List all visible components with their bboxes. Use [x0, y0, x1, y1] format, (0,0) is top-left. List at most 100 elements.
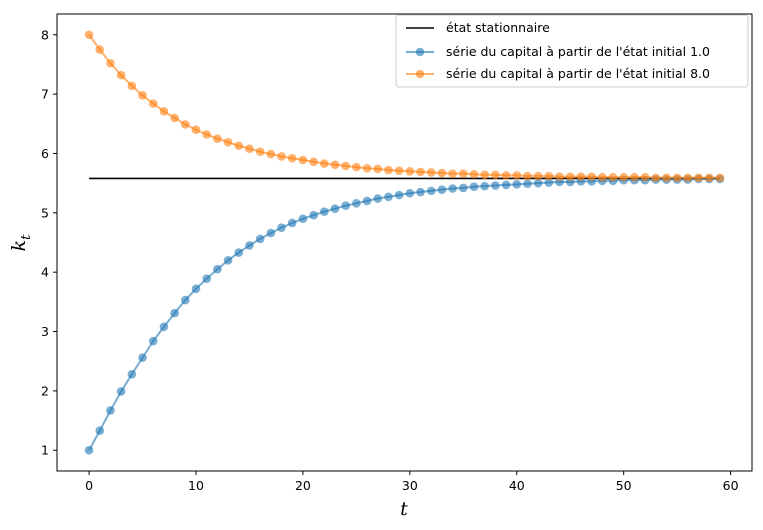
- y-axis-label-main: k: [8, 240, 30, 252]
- series-1-point: [352, 199, 361, 208]
- series-2-point: [170, 113, 179, 123]
- series-2-point: [202, 130, 211, 139]
- series-2-point: [106, 58, 115, 68]
- series-1-point: [394, 190, 404, 200]
- series-1-point: [159, 322, 169, 332]
- series-2-point: [437, 168, 447, 178]
- series-2-point: [544, 171, 554, 181]
- legend-marker-series-2: [415, 69, 425, 79]
- series-1-point: [84, 445, 94, 455]
- x-axis: 0 10 20 30 40 50 60: [85, 471, 739, 493]
- series-2-point: [362, 164, 372, 173]
- series-2-point: [298, 155, 308, 165]
- series-1-point: [255, 234, 265, 244]
- series-2-point: [127, 81, 137, 91]
- series-2-point: [587, 172, 596, 181]
- x-tick-label: 50: [616, 478, 632, 493]
- legend-marker-series-1: [415, 47, 425, 57]
- series-1-point: [148, 336, 158, 346]
- series-2-point: [213, 134, 222, 143]
- series-1-point: [362, 196, 372, 206]
- series-2-point: [501, 171, 511, 180]
- series-2-point: [330, 160, 340, 170]
- series-2-point: [512, 171, 522, 180]
- series-1-point: [116, 387, 126, 396]
- series-2-point: [95, 45, 105, 54]
- series-1-point: [330, 204, 340, 213]
- legend-label-series-2: série du capital à partir de l'état init…: [446, 66, 710, 81]
- series-1-point: [181, 295, 190, 305]
- series-1: [84, 174, 725, 455]
- series-2-point: [448, 169, 457, 178]
- series-2-point: [266, 149, 276, 159]
- series-1-point: [138, 353, 147, 362]
- series-1-point: [309, 210, 318, 220]
- series-2-point: [373, 164, 383, 174]
- series-2-point: [630, 172, 639, 182]
- series-2-point: [116, 70, 126, 80]
- series-1-point: [373, 194, 383, 203]
- series-2-point: [352, 162, 361, 172]
- series-1-point: [298, 214, 308, 224]
- series-1-point: [426, 186, 436, 196]
- series-2-point: [234, 141, 244, 151]
- series-2-point: [651, 173, 661, 183]
- y-tick-label: 7: [41, 87, 49, 102]
- x-tick-label: 10: [188, 478, 204, 493]
- series-1-point: [191, 284, 201, 294]
- y-axis-label: kt: [8, 234, 34, 252]
- y-tick-label: 1: [41, 443, 49, 458]
- series-2-point: [341, 161, 350, 171]
- series-2-point: [181, 120, 190, 129]
- series-2-point: [277, 152, 286, 161]
- series-1-point: [320, 207, 329, 216]
- series-1-point: [501, 180, 511, 190]
- y-tick-label: 5: [41, 205, 49, 220]
- series-1-point: [106, 406, 115, 415]
- series-2-point: [191, 125, 201, 135]
- series-1-point: [480, 181, 489, 191]
- series-2-point: [84, 30, 94, 40]
- series-2-point: [608, 172, 618, 182]
- series-2-point: [523, 171, 532, 181]
- x-axis-label: t: [400, 498, 408, 520]
- y-tick-label: 4: [41, 265, 49, 280]
- series-2-point: [469, 169, 479, 179]
- series-2-point: [223, 137, 233, 147]
- x-tick-label: 30: [402, 478, 418, 493]
- series-1-point: [213, 264, 222, 274]
- series-1-point: [523, 179, 532, 189]
- series-2-point: [405, 166, 415, 176]
- series-1-point: [277, 223, 286, 232]
- series-2-point: [565, 172, 575, 181]
- series-1-point: [405, 188, 415, 198]
- series-2-point: [394, 166, 404, 175]
- series-1-point: [341, 201, 350, 211]
- series-1-point: [223, 256, 233, 265]
- series-1-point: [234, 248, 244, 257]
- series-1-point: [437, 185, 447, 194]
- series-1-line: [88, 177, 720, 451]
- legend-frame: [395, 14, 749, 88]
- legend-label-steady-state: état stationnaire: [446, 20, 550, 35]
- series-2-point: [715, 173, 725, 183]
- series-2-point: [704, 173, 714, 183]
- series-2-point: [683, 173, 693, 183]
- series-2-point: [309, 157, 318, 167]
- series-2-point: [148, 99, 158, 108]
- series-1-point: [448, 184, 457, 193]
- legend-label-series-1: série du capital à partir de l'état init…: [446, 44, 710, 59]
- x-tick-label: 20: [295, 478, 311, 493]
- y-tick-label: 6: [41, 146, 49, 161]
- series-2-point: [672, 173, 682, 183]
- series-1-point: [95, 426, 105, 435]
- series-2-point: [255, 147, 265, 156]
- series-2-point: [662, 173, 671, 183]
- x-tick-label: 40: [509, 478, 525, 493]
- series-1-point: [416, 187, 425, 197]
- series-2-point: [459, 169, 468, 178]
- series-2-point: [640, 172, 650, 182]
- series-2-point: [287, 153, 297, 163]
- legend: état stationnaire série du capital à par…: [395, 14, 749, 88]
